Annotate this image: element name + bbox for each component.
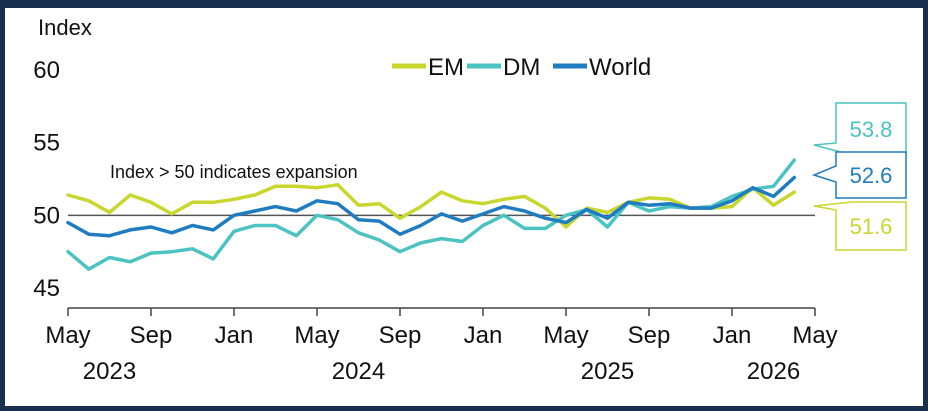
- y-tick-label: 60: [33, 57, 60, 84]
- x-tick-label: Sep: [379, 322, 422, 349]
- x-tick-label: Sep: [130, 322, 173, 349]
- x-year-label: 2024: [332, 358, 385, 385]
- x-year-label: 2025: [581, 358, 634, 385]
- x-tick-label: Jan: [215, 322, 254, 349]
- series-line-dm: [66, 158, 797, 271]
- legend-label-em: EM: [428, 54, 464, 81]
- end-value-callout: [811, 151, 907, 199]
- series-line-world: [66, 175, 797, 238]
- end-value-label: 51.6: [850, 214, 893, 239]
- y-tick-label: 45: [33, 275, 60, 302]
- reference-line-label: Index > 50 indicates expansion: [110, 162, 358, 182]
- x-year-label: 2023: [83, 358, 136, 385]
- y-axis-label: Index: [38, 15, 92, 40]
- end-value-callout: [813, 201, 907, 251]
- x-tick-label: May: [45, 322, 90, 349]
- end-value-label: 53.8: [850, 117, 893, 142]
- legend-label-dm: DM: [503, 54, 540, 81]
- title-bar: [0, 0, 928, 8]
- end-value-label: 52.6: [850, 163, 893, 188]
- x-tick-label: Sep: [628, 322, 671, 349]
- x-tick-label: Jan: [713, 322, 752, 349]
- line-chart: Index 45 50 55 60 Index > 50 indicates expans…: [33, 15, 907, 385]
- legend-label-world: World: [589, 54, 651, 81]
- x-tick-label: Jan: [464, 322, 503, 349]
- x-year-label: 2026: [747, 358, 800, 385]
- x-tick-label: May: [294, 322, 339, 349]
- y-tick-label: 55: [33, 130, 60, 157]
- y-tick-label: 50: [33, 202, 60, 229]
- x-tick-label: May: [792, 322, 837, 349]
- series-line-em: [66, 183, 797, 229]
- x-tick-label: May: [543, 322, 588, 349]
